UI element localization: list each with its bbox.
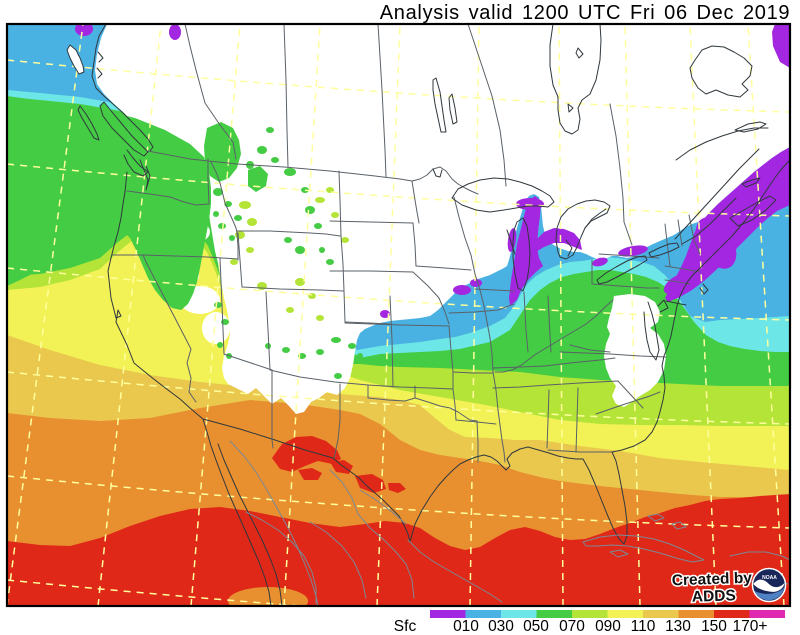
svg-text:010: 010 bbox=[453, 618, 479, 635]
svg-text:070: 070 bbox=[559, 618, 585, 635]
svg-text:Created by: Created by bbox=[672, 570, 753, 590]
svg-text:Sfc: Sfc bbox=[394, 618, 417, 635]
svg-text:050: 050 bbox=[523, 618, 549, 635]
svg-text:170+: 170+ bbox=[733, 618, 768, 635]
svg-text:130: 130 bbox=[665, 618, 691, 635]
svg-text:ADDS: ADDS bbox=[692, 587, 736, 606]
svg-text:110: 110 bbox=[631, 618, 656, 635]
svg-text:Analysis valid 1200 UTC Fri 06: Analysis valid 1200 UTC Fri 06 Dec 2019 bbox=[380, 2, 791, 24]
svg-text:030: 030 bbox=[488, 618, 514, 635]
svg-text:150: 150 bbox=[701, 618, 727, 635]
svg-text:090: 090 bbox=[595, 618, 621, 635]
svg-text:NOAA: NOAA bbox=[762, 575, 777, 581]
